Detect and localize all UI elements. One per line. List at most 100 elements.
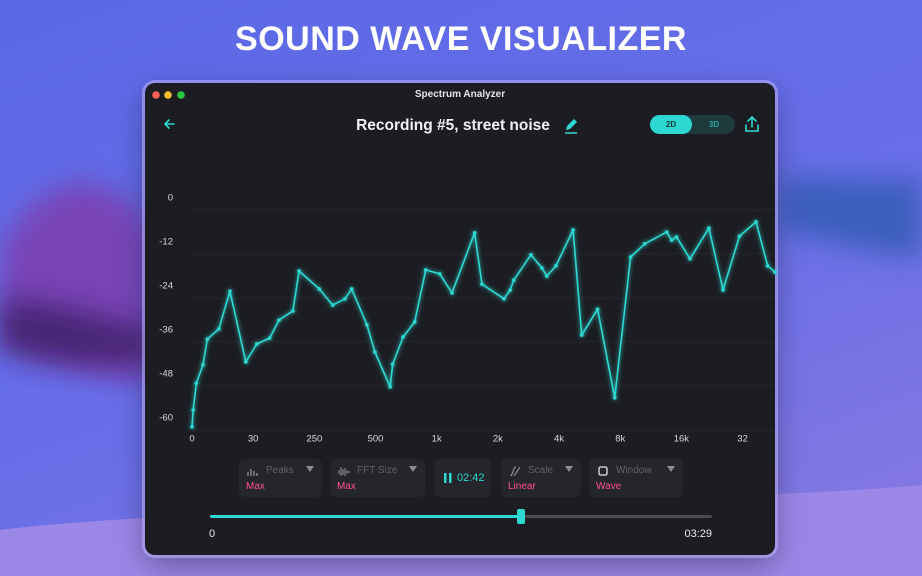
dropdown-label: FFT Size xyxy=(357,465,398,476)
point xyxy=(754,220,758,224)
window-dropdown[interactable]: Window Wave xyxy=(589,459,683,497)
point xyxy=(721,288,725,292)
dropdown-value: Linear xyxy=(508,481,536,492)
point xyxy=(472,231,477,235)
point xyxy=(765,264,770,268)
point xyxy=(191,408,196,412)
peaks-dropdown[interactable]: Peaks Max xyxy=(239,459,322,497)
dropdown-value: Max xyxy=(246,481,265,492)
point xyxy=(450,291,454,295)
point xyxy=(330,303,335,307)
mode-toggle: 2D 3D xyxy=(650,115,735,134)
x-tick-label: 1k xyxy=(432,434,442,445)
x-tick-label: 16k xyxy=(674,434,690,445)
page-title: SOUND WAVE VISUALIZER xyxy=(235,20,687,58)
series xyxy=(190,220,777,429)
point xyxy=(612,396,617,400)
point xyxy=(365,323,369,327)
y-tick-label: -12 xyxy=(159,237,173,248)
x-tick-label: 250 xyxy=(306,434,322,445)
point xyxy=(412,320,417,324)
point xyxy=(388,385,393,389)
point xyxy=(737,234,742,238)
y-tick-label: -60 xyxy=(159,413,173,424)
point xyxy=(255,342,259,346)
point xyxy=(480,282,484,286)
point xyxy=(571,228,575,232)
x-tick-label: 30 xyxy=(248,434,259,445)
x-tick-label: 4k xyxy=(554,434,564,445)
icon xyxy=(509,466,521,476)
point xyxy=(267,336,272,340)
point xyxy=(579,333,584,337)
y-tick-label: -36 xyxy=(159,325,173,336)
point xyxy=(674,235,679,239)
point xyxy=(554,264,558,268)
y-tick-label: -48 xyxy=(159,369,173,380)
point xyxy=(201,363,205,367)
point xyxy=(688,257,692,261)
mode-2d[interactable]: 2D xyxy=(650,115,692,134)
window-title: Spectrum Analyzer xyxy=(414,89,506,100)
icon xyxy=(338,467,350,476)
point xyxy=(349,287,354,291)
back-button[interactable] xyxy=(162,117,178,131)
x-tick-label: 8k xyxy=(615,434,625,445)
edit-button[interactable] xyxy=(563,117,579,134)
playback-slider[interactable] xyxy=(205,507,717,527)
point xyxy=(423,268,428,272)
point xyxy=(642,242,647,246)
x-tick-label: 0 xyxy=(189,434,194,445)
point xyxy=(707,226,711,230)
point xyxy=(277,318,281,322)
spectrum-line xyxy=(191,221,776,427)
point xyxy=(390,362,395,366)
x-tick-label: 32 xyxy=(737,434,748,445)
play-time[interactable]: 02:42 xyxy=(434,459,491,497)
dropdown-label: Window xyxy=(616,465,652,476)
y-tick-label: 0 xyxy=(168,193,173,204)
pause-icon xyxy=(444,473,452,483)
point xyxy=(773,270,777,274)
current-time: 02:42 xyxy=(457,472,485,484)
point xyxy=(317,287,322,291)
point xyxy=(343,297,347,301)
point xyxy=(664,230,669,234)
recording-name: Recording #5, street noise xyxy=(356,117,550,134)
end-time: 03:29 xyxy=(684,528,712,540)
point xyxy=(205,337,210,341)
mode-3d[interactable]: 3D xyxy=(708,120,720,129)
x-tick-label: 2k xyxy=(493,434,503,445)
scale-dropdown[interactable]: Scale Linear xyxy=(501,459,581,497)
y-tick-label: -24 xyxy=(159,281,173,292)
point xyxy=(228,289,232,293)
point xyxy=(545,274,549,278)
point xyxy=(540,266,544,270)
dropdown-value: Wave xyxy=(596,481,622,492)
point xyxy=(244,360,248,364)
x-tick-label: 500 xyxy=(368,434,384,445)
fft-dropdown[interactable]: FFT Size Max xyxy=(330,459,425,497)
dropdown-label: Peaks xyxy=(266,465,294,476)
icon xyxy=(598,466,608,476)
point xyxy=(401,335,405,339)
point xyxy=(297,269,301,273)
point xyxy=(511,278,516,282)
icon xyxy=(247,469,258,476)
point xyxy=(291,309,295,313)
start-time: 0 xyxy=(209,528,216,540)
point xyxy=(373,350,377,354)
share-button[interactable] xyxy=(744,115,760,133)
point xyxy=(502,297,506,301)
point xyxy=(190,425,194,429)
point xyxy=(437,272,442,276)
dropdown-value: Max xyxy=(337,481,356,492)
window-controls[interactable] xyxy=(150,89,190,101)
point xyxy=(595,307,600,311)
point xyxy=(669,238,674,242)
point xyxy=(529,253,533,257)
point xyxy=(508,288,512,292)
point xyxy=(217,327,221,331)
